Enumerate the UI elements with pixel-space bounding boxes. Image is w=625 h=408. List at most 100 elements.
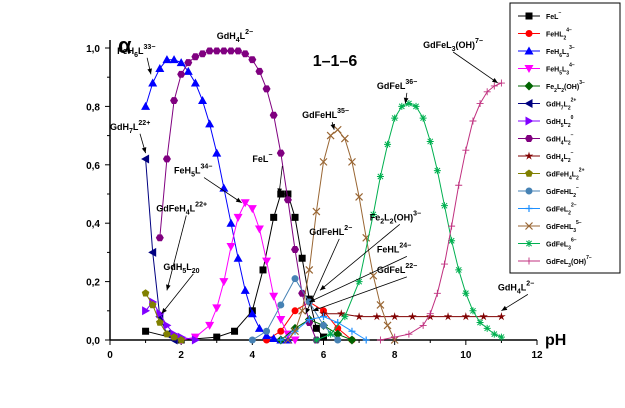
data-point — [455, 266, 463, 274]
arrow-head — [166, 284, 171, 291]
data-point — [333, 329, 343, 339]
legend-marker — [525, 205, 533, 212]
y-tick-label: 0,4 — [86, 219, 100, 230]
x-axis-label: pH — [545, 332, 566, 349]
data-point — [497, 79, 505, 87]
legend-entry: FeHL24− — [518, 28, 572, 42]
legend-label: FeH5L34− — [546, 63, 575, 77]
data-point — [248, 56, 257, 64]
data-point — [405, 99, 413, 107]
data-point — [319, 157, 328, 166]
legend-label: GdFeL22− — [546, 203, 577, 217]
legend-label: FeL− — [546, 10, 561, 21]
annotation-label: GdFeHL35− — [302, 108, 349, 120]
x-tick-label: 10 — [460, 350, 472, 361]
data-point — [241, 50, 250, 58]
legend-marker — [525, 116, 534, 126]
annotation-label: FeL− — [252, 152, 272, 164]
data-point — [191, 335, 200, 345]
data-point — [198, 96, 208, 105]
data-point — [461, 312, 471, 321]
data-point — [455, 181, 463, 189]
data-point — [254, 323, 264, 332]
data-point — [259, 266, 267, 274]
data-point — [443, 312, 453, 321]
annotation-label: GdFeHL2− — [309, 225, 352, 237]
data-point — [462, 146, 470, 154]
series-gdfel3-oh-7-14 — [376, 79, 505, 344]
chart-title: 1–1–6 — [313, 53, 358, 70]
x-tick-label: 6 — [321, 350, 327, 361]
data-point — [305, 316, 313, 324]
legend-marker — [524, 99, 533, 108]
data-point — [291, 246, 300, 253]
data-point — [469, 307, 477, 315]
data-point — [291, 307, 299, 315]
data-point — [219, 47, 228, 55]
data-point — [476, 318, 484, 326]
annotation-9: GdH5L20 — [161, 262, 200, 314]
legend-marker — [525, 257, 533, 265]
data-point — [497, 312, 506, 321]
data-point — [226, 47, 235, 55]
data-point — [269, 292, 279, 301]
data-point — [312, 207, 321, 216]
annotation-label: Fe2L2(OH)3− — [370, 210, 421, 225]
arrow-head — [312, 306, 319, 312]
series-gdfehl2-10 — [248, 275, 342, 344]
data-point — [312, 324, 320, 332]
legend-entry: FeH5L34− — [518, 63, 575, 77]
data-point — [348, 327, 356, 335]
arrow-head — [277, 188, 282, 194]
data-point — [483, 324, 491, 332]
legend-entry: GdFeL36− — [518, 238, 577, 252]
data-point — [376, 172, 384, 180]
legend-marker — [525, 12, 533, 20]
data-point — [369, 210, 377, 218]
annotation-label: GdH5L20 — [163, 262, 199, 275]
data-point — [277, 327, 285, 335]
annotation-label: FeH5L34− — [174, 164, 212, 179]
data-point — [372, 312, 382, 321]
data-point — [148, 300, 157, 309]
legend-label: GdH4L2− — [546, 150, 574, 164]
data-point — [269, 334, 279, 343]
data-point — [448, 222, 456, 230]
data-point — [270, 213, 278, 221]
series-feh6l33-2 — [141, 55, 293, 344]
data-point — [283, 336, 292, 344]
data-point — [233, 253, 243, 262]
data-point — [169, 55, 179, 64]
legend-entry: GdFeH4L22+ — [518, 168, 585, 182]
annotation-2: GdH7L22+ — [110, 120, 150, 154]
data-point — [376, 301, 385, 309]
data-point — [212, 304, 222, 313]
annotation-arrow — [203, 177, 242, 204]
legend-entry: GdFeL3(OH)7− — [518, 255, 592, 269]
legend-entry: GdH7L22+ — [518, 98, 576, 112]
legend-label: GdFeHL35− — [546, 220, 582, 234]
data-point — [156, 309, 165, 319]
data-point — [262, 331, 272, 340]
annotation-layer: GdH4L2− FeH6L33− GdH7L22+ FeH5L34− FeL− GdFeH… — [110, 29, 534, 314]
arrow-head — [235, 197, 242, 203]
data-point — [298, 254, 306, 262]
data-point — [205, 119, 215, 128]
data-point — [184, 59, 193, 67]
data-point — [433, 289, 441, 297]
annotation-label: GdFeL22− — [377, 263, 417, 275]
data-point — [291, 213, 299, 221]
annotation-3: FeH5L34− — [174, 164, 242, 204]
x-tick-label: 4 — [250, 350, 256, 361]
data-point — [183, 66, 193, 75]
annotation-7: GdFeL3(OH)7− — [423, 38, 499, 84]
data-point — [198, 50, 207, 58]
data-point — [333, 125, 342, 134]
data-point — [277, 190, 285, 198]
data-point — [440, 260, 448, 268]
legend-entry: GdH4L2− — [518, 133, 574, 147]
legend-label: FeH6L33− — [546, 45, 575, 59]
data-point — [391, 114, 399, 122]
data-point — [141, 101, 151, 110]
